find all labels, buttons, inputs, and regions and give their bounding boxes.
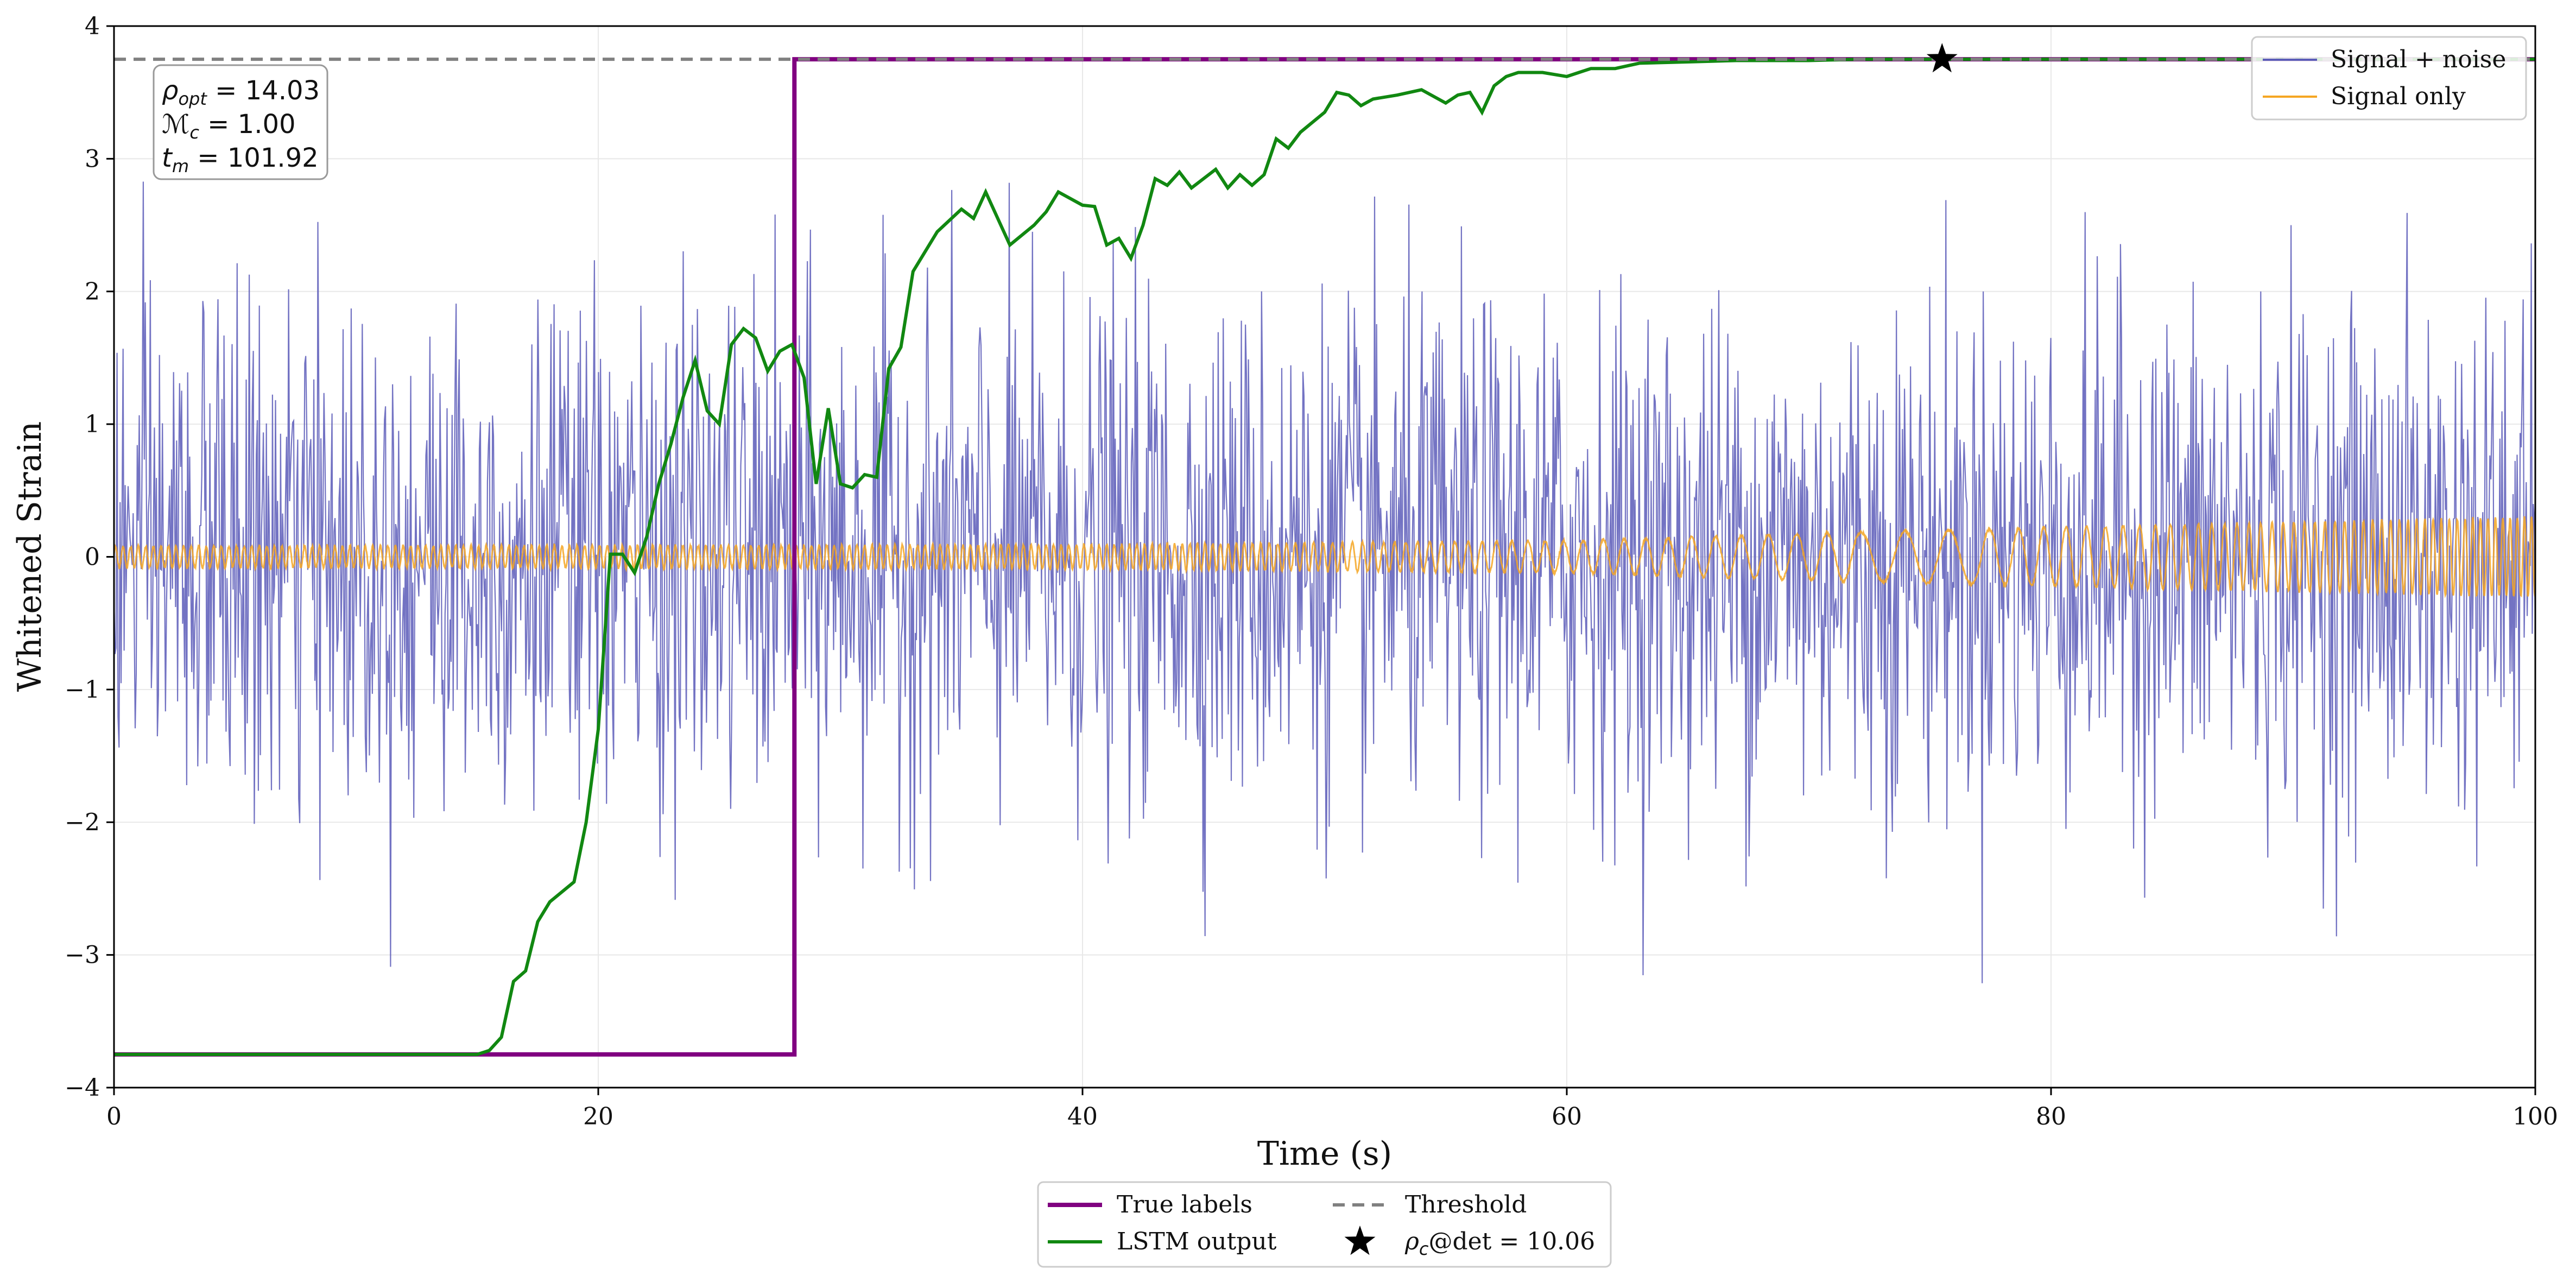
detection-star-marker bbox=[1926, 43, 1958, 73]
legend-upper: Signal + noise Signal only bbox=[2251, 36, 2527, 121]
y-tick-label: 2 bbox=[85, 278, 100, 306]
legend-lower: True labels Threshold LSTM output ρc@det… bbox=[1037, 1181, 1612, 1268]
y-tick-label: −4 bbox=[65, 1074, 100, 1102]
y-axis-title: Whitened Strain bbox=[11, 421, 49, 692]
legend-label-signal-only: Signal only bbox=[2331, 83, 2466, 110]
x-tick-label: 40 bbox=[1067, 1103, 1098, 1131]
y-tick-label: 1 bbox=[85, 411, 100, 438]
y-tick-label: 3 bbox=[85, 145, 100, 173]
x-axis-title: Time (s) bbox=[1257, 1135, 1392, 1173]
annotation-merger-time: tm = 101.92 bbox=[162, 143, 319, 176]
x-tick-label: 0 bbox=[106, 1103, 122, 1131]
legend-label-lstm-output: LSTM output bbox=[1117, 1228, 1277, 1255]
series-signal-only bbox=[114, 516, 2535, 598]
x-tick-label: 60 bbox=[1552, 1103, 1582, 1131]
x-tick-label: 100 bbox=[2512, 1103, 2558, 1131]
legend-swatch-star-icon bbox=[1344, 1226, 1376, 1255]
legend-label-detection: ρc@det = 10.06 bbox=[1404, 1228, 1595, 1259]
annotation-rho-opt: ρopt = 14.03 bbox=[162, 75, 320, 109]
y-tick-label: 0 bbox=[85, 544, 100, 571]
legend-upper-box bbox=[2251, 36, 2527, 121]
legend-label-signal-noise: Signal + noise bbox=[2331, 46, 2506, 73]
annotation-chirp-mass: ℳc = 1.00 bbox=[162, 109, 296, 143]
parameter-annotation: ρopt = 14.03 ℳc = 1.00 tm = 101.92 bbox=[153, 64, 328, 180]
y-tick-label: −2 bbox=[65, 809, 100, 836]
annotation-box bbox=[153, 64, 328, 180]
y-axis-ticks: −4 −3 −2 −1 0 1 2 3 4 bbox=[65, 12, 114, 1102]
series-lstm-output bbox=[114, 58, 2535, 1056]
x-tick-label: 80 bbox=[2036, 1103, 2066, 1131]
series-layer bbox=[114, 43, 2535, 1057]
y-tick-label: −1 bbox=[65, 676, 100, 704]
x-tick-label: 20 bbox=[583, 1103, 613, 1131]
legend-label-threshold: Threshold bbox=[1405, 1191, 1527, 1218]
y-tick-label: 4 bbox=[85, 12, 100, 40]
legend-label-true-labels: True labels bbox=[1117, 1191, 1252, 1218]
legend-lower-box bbox=[1037, 1181, 1612, 1268]
y-tick-label: −3 bbox=[65, 942, 100, 969]
x-axis-ticks: 0 20 40 60 80 100 bbox=[106, 1088, 2558, 1131]
